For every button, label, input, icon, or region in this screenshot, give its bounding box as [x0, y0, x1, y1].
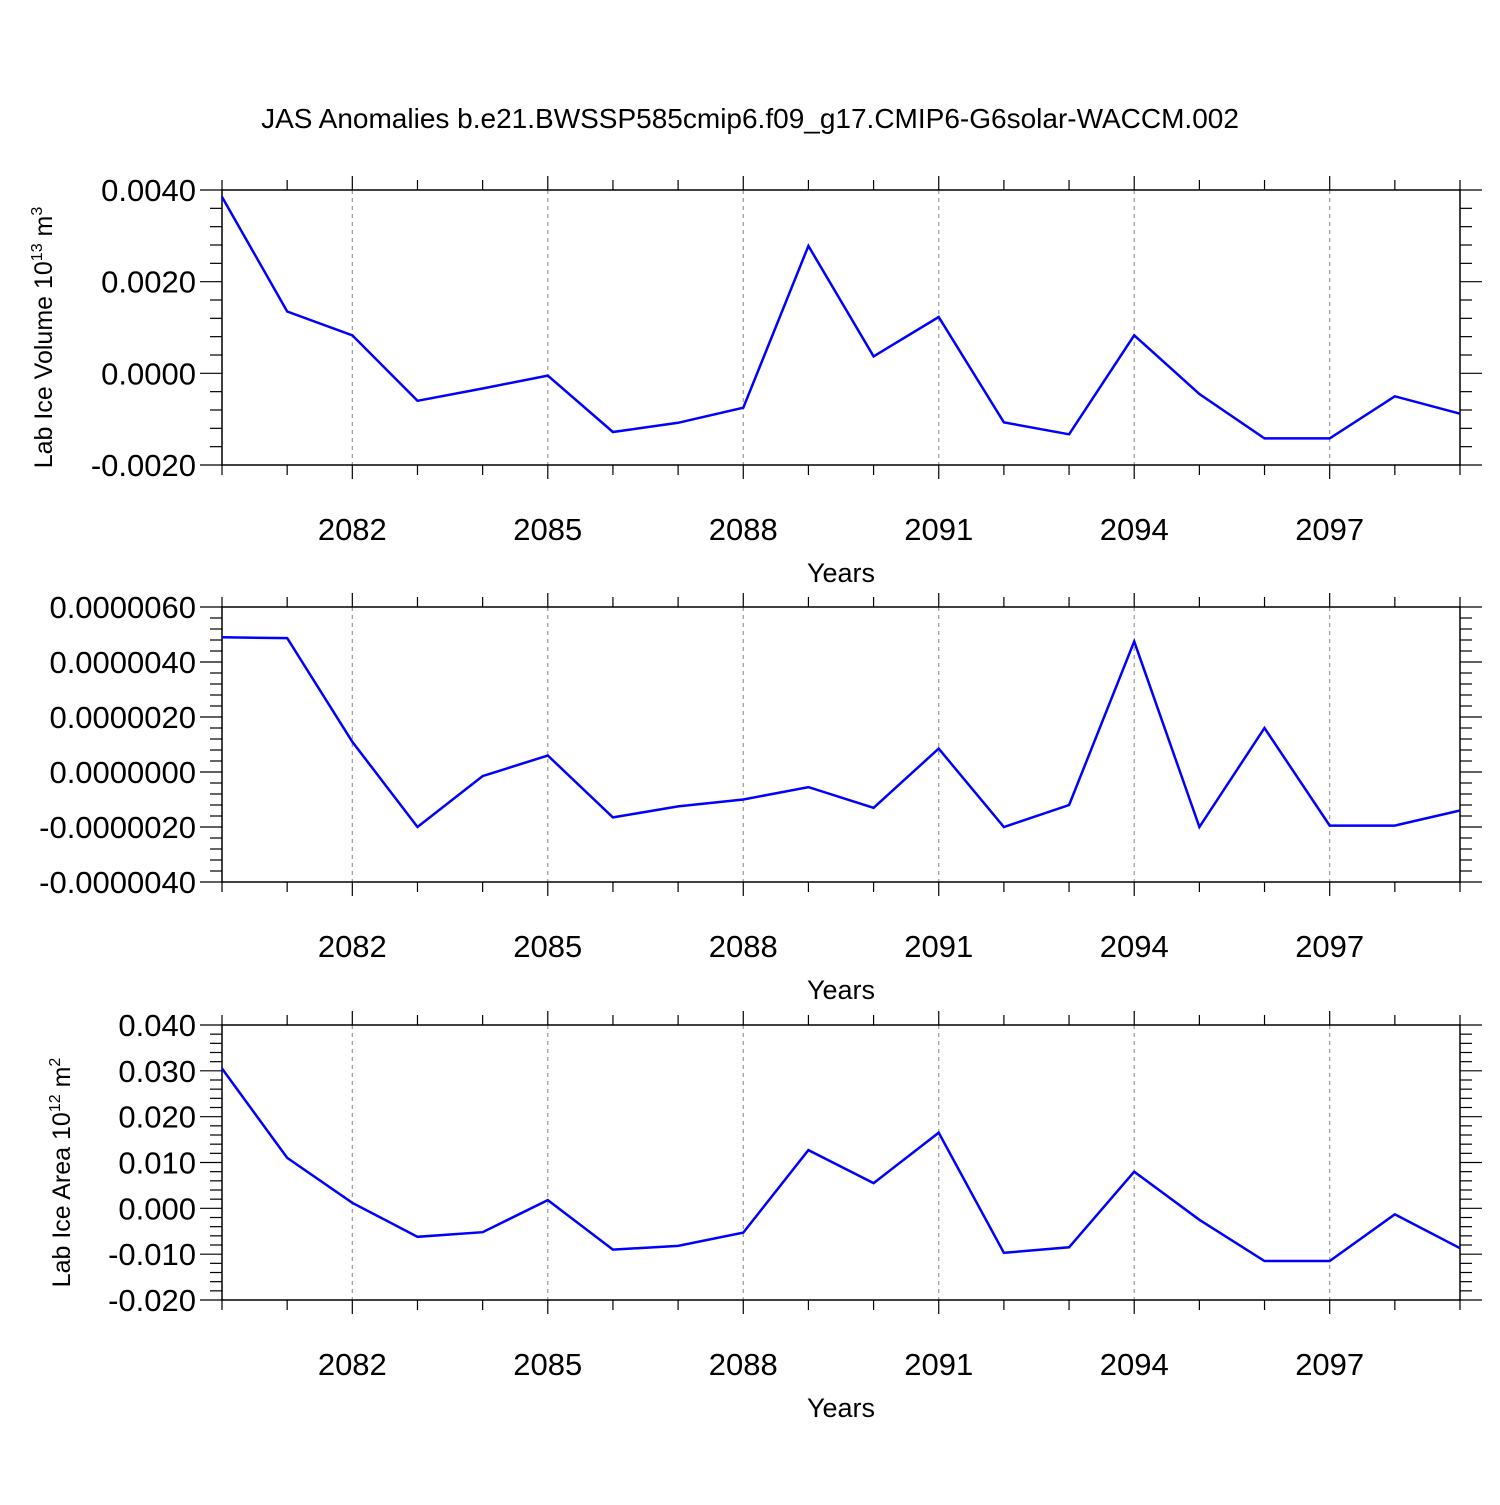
- y-axis-label: Lab Ice Area 1012 m2: [47, 1058, 76, 1288]
- chart-panels: 0.0040 0.0020 0.0000 -0.0020 2082 2085 2088 209…: [29, 173, 1482, 1423]
- y-tick-label: 0.0000: [101, 356, 196, 391]
- panel-1: 0.0040 0.0020 0.0000 -0.0020 2082 2085 2088 209…: [29, 173, 1482, 588]
- x-tick-label: 2097: [1295, 512, 1364, 547]
- y-tick-label: 0.030: [118, 1054, 196, 1089]
- y-axis-label-part: m: [48, 1067, 76, 1095]
- y-axis-label-superscript: 3: [29, 207, 46, 216]
- y-tick-label: 0.0000000: [49, 755, 196, 790]
- y-tick-label: 0.0000020: [49, 700, 196, 735]
- x-tick-label: 2082: [318, 929, 387, 964]
- x-tick-label: 2091: [904, 929, 973, 964]
- y-tick-label: 0.040: [118, 1008, 196, 1043]
- x-axis-label: Years: [807, 975, 875, 1005]
- series-line: [221, 636, 1461, 830]
- y-axis-label-superscript: 13: [29, 243, 46, 261]
- series-line: [220, 196, 1461, 440]
- x-axis-label: Years: [807, 558, 875, 588]
- y-axis-label-superscript: 12: [47, 1094, 64, 1112]
- y-axis-label-part: Lab Ice Volume 10: [30, 261, 58, 468]
- x-tick-label: 2082: [318, 1347, 387, 1382]
- x-tick-label: 2097: [1295, 929, 1364, 964]
- series-line: [220, 1067, 1461, 1263]
- y-tick-label: 0.0040: [101, 173, 196, 208]
- x-tick-label: 2082: [318, 512, 387, 547]
- y-tick-label: 0.020: [118, 1100, 196, 1135]
- x-tick-label: 2088: [709, 1347, 778, 1382]
- y-axis-label: Lab Ice Volume 1013 m3: [29, 207, 58, 469]
- panel-2: 0.0000060 0.0000040 0.0000020 0.0000000 -0.0…: [39, 590, 1482, 1005]
- y-axis-label-part: Lab Ice Area 10: [48, 1112, 76, 1287]
- y-tick-label: 0.010: [118, 1146, 196, 1181]
- y-tick-label: 0.0000060: [49, 590, 196, 625]
- chart-title: JAS Anomalies b.e21.BWSSP585cmip6.f09_g1…: [261, 103, 1239, 134]
- y-tick-label: -0.020: [108, 1283, 196, 1318]
- plot-frame: [221, 189, 1461, 466]
- y-tick-label: -0.0000040: [39, 865, 196, 900]
- x-tick-label: 2091: [904, 1347, 973, 1382]
- x-tick-label: 2085: [513, 1347, 582, 1382]
- x-tick-label: 2085: [513, 929, 582, 964]
- y-axis-label-part: m: [30, 216, 58, 244]
- panel-3: 0.040 0.030 0.020 0.010 0.000 -0.010 -0.020 208…: [47, 1008, 1482, 1423]
- y-tick-label: 0.000: [118, 1191, 196, 1226]
- x-tick-label: 2094: [1100, 929, 1169, 964]
- x-tick-label: 2091: [904, 512, 973, 547]
- x-tick-label: 2094: [1100, 1347, 1169, 1382]
- y-tick-label: 0.0000040: [49, 645, 196, 680]
- x-tick-label: 2094: [1100, 512, 1169, 547]
- x-tick-label: 2088: [709, 929, 778, 964]
- plot-frame: [221, 606, 1461, 883]
- x-tick-label: 2088: [709, 512, 778, 547]
- x-tick-label: 2085: [513, 512, 582, 547]
- y-tick-label: -0.010: [108, 1237, 196, 1272]
- y-tick-label: -0.0020: [91, 448, 196, 483]
- y-axis-label-superscript: 2: [47, 1058, 64, 1067]
- x-axis-label: Years: [807, 1393, 875, 1423]
- y-tick-label: -0.0000020: [39, 810, 196, 845]
- plot-frame: [221, 1024, 1461, 1301]
- y-tick-label: 0.0020: [101, 265, 196, 300]
- x-tick-label: 2097: [1295, 1347, 1364, 1382]
